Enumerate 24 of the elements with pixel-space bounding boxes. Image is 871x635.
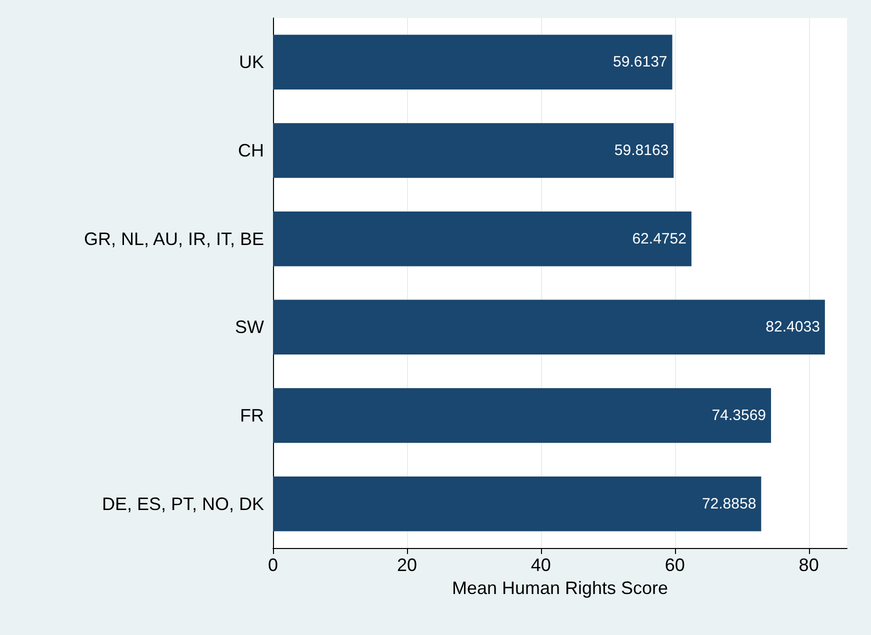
data-label: 59.8163 [614,142,669,159]
x-tick-label: 20 [396,555,417,575]
x-tick-label: 80 [798,555,819,575]
y-tick-label: FR [240,406,264,426]
bar [273,123,674,178]
y-tick-label: CH [238,140,264,160]
bar [273,300,825,355]
bar [273,34,672,90]
x-tick-label: 0 [268,555,278,575]
x-axis-title: Mean Human Rights Score [452,578,668,598]
data-label: 59.6137 [613,54,668,71]
data-label: 82.4033 [766,318,820,336]
bar [273,388,772,443]
data-label: 74.3569 [712,407,766,424]
data-label: 72.8858 [702,495,756,512]
y-tick-label: DE, ES, PT, NO, DK [102,494,264,514]
bar [273,211,692,266]
x-tick-label: 60 [664,555,685,575]
y-tick-label: UK [238,52,264,72]
data-label: 62.4752 [632,230,686,248]
x-tick-label: 40 [530,555,551,575]
y-tick-label: SW [235,317,264,338]
y-tick-label: GR, NL, AU, IR, IT, BE [84,228,264,249]
bar [273,476,762,532]
